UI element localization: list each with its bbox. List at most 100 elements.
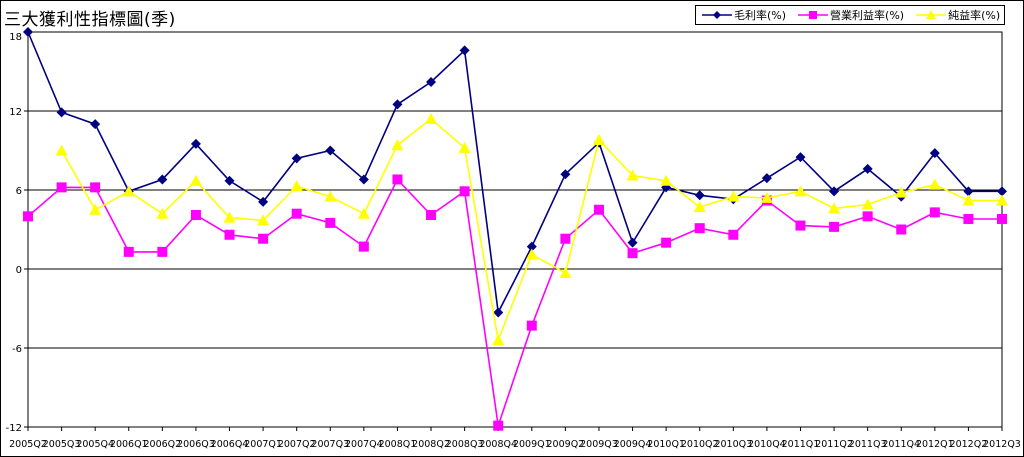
data-point [963,213,974,224]
data-point [392,174,403,185]
data-point [862,211,873,222]
data-point [829,186,840,197]
data-point [525,248,538,260]
data-point [627,237,638,248]
data-point [493,307,504,318]
data-point [157,246,168,257]
y-tick-label: 6 [16,186,22,197]
data-point [325,145,336,156]
data-point [122,185,135,197]
data-point [258,196,269,207]
data-point [929,207,940,218]
legend-item-gross: 毛利率(%) [702,7,786,23]
x-tick-label: 2010Q4 [748,439,786,450]
x-tick-label: 2007Q2 [278,439,316,450]
data-point [526,320,537,331]
x-tick-label: 2008Q2 [412,439,450,450]
data-point [694,223,705,234]
y-tick-label: 12 [9,107,22,118]
data-point [727,190,740,202]
data-point [559,266,572,278]
data-point [459,45,470,56]
y-tick-label: -6 [12,344,22,355]
y-tick-label: -12 [6,423,22,434]
data-point [694,190,705,201]
x-tick-label: 2008Q4 [479,439,517,450]
data-point [224,175,235,186]
x-tick-label: 2007Q1 [244,439,282,450]
x-tick-label: 2009Q2 [547,439,585,450]
x-tick-label: 2010Q3 [714,439,752,450]
x-tick-label: 2012Q2 [950,439,988,450]
data-point [357,207,370,219]
data-point [258,233,269,244]
series-layer [23,27,1008,431]
data-point [560,169,571,180]
y-tick-label: 0 [16,265,22,276]
data-point [156,207,169,219]
data-point [760,191,773,203]
data-point [929,148,940,159]
x-tick-label: 2006Q2 [143,439,181,450]
x-tick-label: 2006Q1 [110,439,148,450]
data-point [996,194,1008,206]
data-point [862,163,873,174]
x-tick-label: 2006Q4 [211,439,249,450]
data-point [627,248,638,259]
legend-item-operating: 營業利益率(%) [798,7,904,23]
data-point [962,194,975,206]
data-point [693,201,706,213]
data-point [997,186,1007,197]
data-point [661,237,672,248]
data-point [493,420,504,431]
data-point [90,182,101,193]
data-point [56,107,67,118]
x-tick-label: 2010Q2 [681,439,719,450]
data-point [190,138,201,149]
legend-item-net: 純益率(%) [916,7,1000,23]
x-tick-label: 2007Q4 [345,439,383,450]
data-point [391,139,404,151]
data-point [325,217,336,228]
data-point [829,221,840,232]
data-point [224,229,235,240]
series-2 [23,174,1007,431]
data-point [560,233,571,244]
x-tick-label: 2008Q1 [379,439,417,450]
data-point [358,241,369,252]
x-tick-label: 2005Q3 [43,439,81,450]
x-tick-label: 2012Q1 [916,439,954,450]
x-tick-label: 2011Q4 [882,439,920,450]
series-line [27,178,1002,426]
data-point [795,220,806,231]
y-axis-ticks: 18 12 6 0 -6 -12 [6,31,28,434]
data-point [223,211,236,223]
data-point [90,119,101,130]
data-point [761,173,772,184]
data-point [123,246,134,257]
x-tick-label: 2005Q2 [9,439,47,450]
data-point [592,133,605,145]
chart-title: 三大獲利性指標圖(季) [4,10,176,30]
data-point [56,182,67,193]
legend-label-operating: 營業利益率(%) [830,9,905,22]
legend-label-gross: 毛利率(%) [734,9,787,22]
x-tick-label: 2007Q3 [311,439,349,450]
data-point [425,112,438,124]
x-tick-label: 2005Q4 [76,439,114,450]
legend-label-net: 純益率(%) [948,9,1001,22]
data-point [626,169,639,181]
data-point [392,99,403,110]
x-tick-label: 2008Q3 [446,439,484,450]
data-point [828,202,841,214]
x-tick-label: 2011Q2 [815,439,853,450]
plot-area [27,31,1003,428]
data-point [426,210,437,221]
data-point [526,241,537,252]
legend-swatch-net [916,10,947,19]
x-tick-label: 2006Q3 [177,439,215,450]
data-point [861,198,874,210]
data-point [324,190,337,202]
x-tick-label: 2012Q3 [983,439,1021,450]
